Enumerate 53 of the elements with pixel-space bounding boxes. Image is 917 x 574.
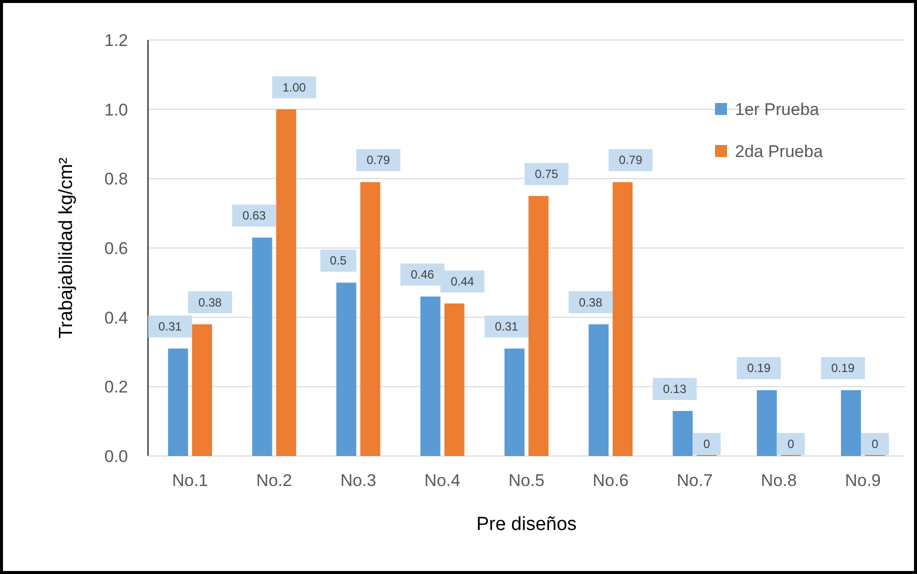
data-label: 0.75: [534, 167, 558, 181]
bar: [612, 182, 633, 456]
y-tick-label: 0.4: [104, 308, 128, 328]
data-label: 0.38: [578, 295, 603, 310]
data-label: 0.19: [831, 361, 855, 376]
bar: [504, 348, 524, 456]
bar: [168, 348, 188, 456]
data-label: 0.46: [410, 268, 434, 282]
y-tick-label: 1.0: [104, 100, 128, 120]
x-tick-label: No.6: [592, 471, 629, 490]
y-tick-label: 0.0: [104, 447, 128, 466]
data-label: 0.38: [198, 295, 222, 310]
y-tick-label: 1.2: [104, 31, 128, 50]
data-label: 0: [872, 437, 879, 451]
data-label: 0.79: [366, 153, 390, 168]
y-axis-title: Trabajabilidad kg/cm²: [56, 158, 77, 338]
bar: [672, 410, 693, 456]
y-tick-label: 0.6: [104, 239, 128, 258]
bar: [588, 324, 609, 456]
data-label: 1.00: [282, 80, 306, 94]
legend-label: 2da Prueba: [735, 142, 824, 161]
x-tick-label: No.7: [676, 471, 713, 490]
bar: [528, 196, 548, 456]
x-axis-title: Pre diseños: [476, 514, 577, 535]
x-tick-label: No.8: [760, 471, 797, 490]
data-label: 0.79: [618, 153, 643, 168]
data-label: 0: [703, 437, 710, 451]
data-label: 0.19: [747, 361, 771, 376]
bar: [252, 238, 272, 456]
y-tick-label: 0.8: [104, 170, 128, 189]
data-label: 0.31: [494, 320, 518, 334]
bar: [276, 109, 296, 456]
bar: [360, 182, 380, 456]
bar: [444, 303, 464, 456]
data-label: 0.63: [242, 208, 266, 223]
x-tick-label: No.4: [424, 471, 460, 490]
data-label: 0.13: [663, 382, 687, 396]
bar: [840, 390, 861, 456]
x-tick-label: No.5: [508, 471, 544, 490]
bar: [336, 282, 356, 456]
x-tick-label: No.1: [172, 471, 208, 490]
x-tick-label: No.3: [340, 471, 376, 490]
data-label: 0.5: [330, 254, 347, 268]
y-tick-label: 0.2: [104, 378, 128, 397]
bar: [192, 324, 212, 456]
legend-label: 1er Prueba: [735, 100, 820, 119]
data-label: 0.31: [158, 320, 182, 334]
bar: [756, 390, 777, 456]
data-label: 0.44: [450, 274, 474, 288]
x-tick-label: No.9: [844, 471, 881, 490]
data-label: 0: [787, 437, 794, 451]
x-tick-label: No.2: [256, 471, 292, 490]
bar: [420, 296, 440, 456]
